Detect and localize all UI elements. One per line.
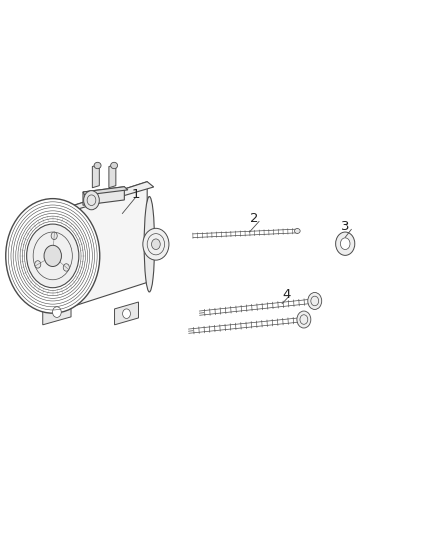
- Polygon shape: [83, 187, 128, 195]
- Polygon shape: [92, 165, 99, 188]
- Polygon shape: [109, 165, 116, 188]
- Circle shape: [27, 224, 79, 288]
- Polygon shape: [83, 187, 124, 205]
- Circle shape: [53, 307, 61, 317]
- Polygon shape: [115, 302, 138, 325]
- Circle shape: [340, 238, 350, 249]
- Polygon shape: [43, 300, 71, 325]
- Circle shape: [308, 293, 322, 310]
- Ellipse shape: [144, 197, 155, 292]
- Polygon shape: [73, 182, 154, 210]
- Ellipse shape: [94, 163, 101, 168]
- Text: 2: 2: [250, 212, 258, 225]
- Circle shape: [123, 309, 131, 318]
- Text: 4: 4: [282, 288, 291, 301]
- Circle shape: [297, 311, 311, 328]
- Text: 1: 1: [132, 189, 141, 201]
- Ellipse shape: [67, 206, 80, 306]
- Polygon shape: [73, 182, 147, 306]
- Circle shape: [6, 199, 100, 313]
- Ellipse shape: [111, 163, 117, 168]
- Circle shape: [63, 264, 69, 271]
- Circle shape: [44, 245, 61, 266]
- Ellipse shape: [294, 229, 300, 233]
- Circle shape: [51, 232, 57, 239]
- Circle shape: [35, 261, 41, 268]
- Polygon shape: [69, 217, 78, 293]
- Circle shape: [143, 228, 169, 260]
- Circle shape: [152, 239, 160, 249]
- Text: 3: 3: [341, 220, 350, 233]
- Circle shape: [84, 191, 99, 210]
- Circle shape: [336, 232, 355, 255]
